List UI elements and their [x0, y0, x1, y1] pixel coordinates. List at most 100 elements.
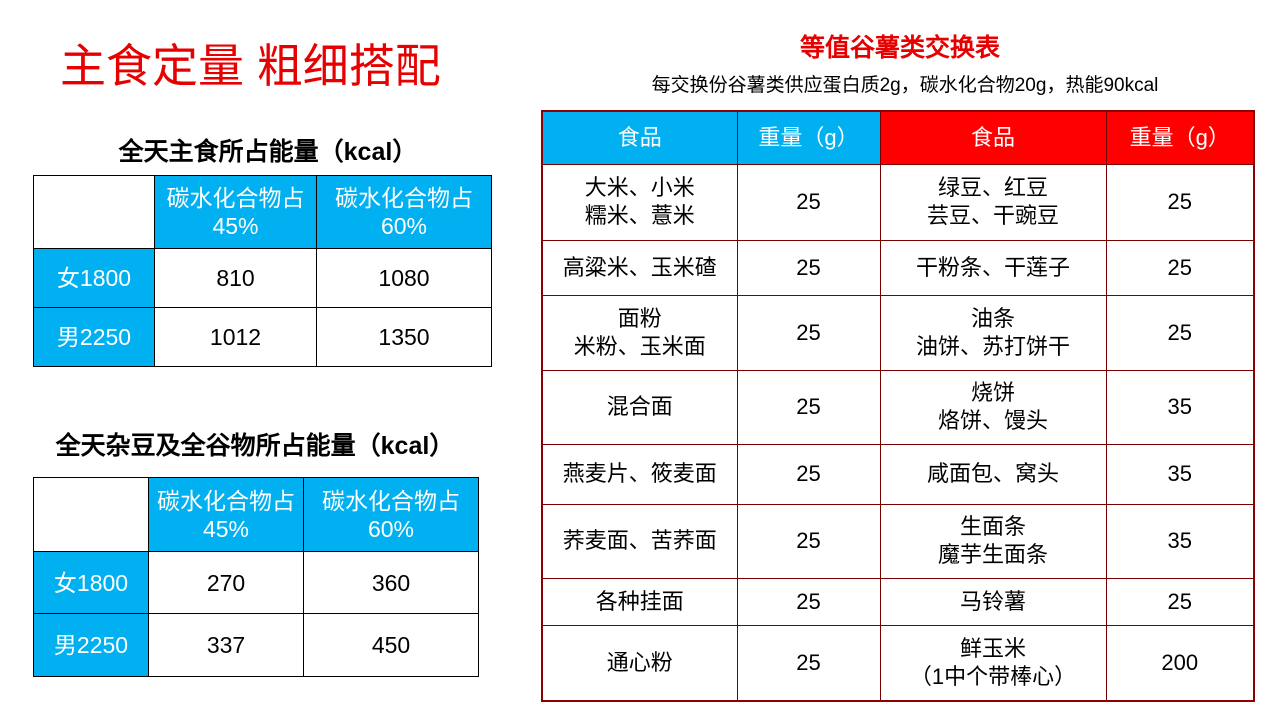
table-cell: 大米、小米糯米、薏米	[541, 163, 738, 241]
cell-line: 大米、小米	[584, 175, 695, 200]
cell-line: 面粉	[617, 305, 662, 331]
table-row: 通心粉 25 鲜玉米 （1中个带棒心） 200	[541, 624, 1255, 702]
slide-title: 主食定量 粗细搭配	[60, 40, 441, 92]
table-cell: 200	[1105, 624, 1255, 702]
header-cell: 碳水化合物占 60%	[316, 175, 492, 249]
table-caption: 全天主食所占能量（kcal）	[118, 138, 418, 166]
table-cell: 高粱米、玉米碴	[541, 239, 738, 296]
table-row: 高粱米、玉米碴 25 干粉条、干莲子 25	[541, 239, 1255, 296]
table-cell: 35	[1105, 369, 1255, 445]
cell-line: 碳水化合物占	[322, 487, 460, 514]
cell-line: （1中个带棒心）	[909, 663, 1077, 689]
cell-line: 干粉条、干莲子	[915, 254, 1070, 280]
table-cell: 绿豆、红豆芸豆、干豌豆	[879, 163, 1107, 241]
table-cell: 鲜玉米 （1中个带棒心）	[879, 624, 1107, 702]
corner-cell	[33, 175, 155, 249]
table-row: 大米、小米 糯米、薏米 25 绿豆、红豆 芸豆、干豌豆 25	[541, 163, 1255, 241]
cell-line: 糯米、薏米	[584, 203, 695, 228]
header-cell: 食品	[879, 110, 1107, 165]
table-row: 混合面 25 烧饼 烙饼、馒头 35	[541, 369, 1255, 445]
table-cell: 油条 油饼、苏打饼干	[879, 294, 1107, 371]
cell-line: 绿豆、红豆	[937, 175, 1048, 200]
cell-line: 芸豆、干豌豆	[926, 203, 1059, 228]
cell-line: 45%	[202, 515, 250, 542]
table-row: 男2250 1012 1350	[33, 307, 492, 367]
header-cell: 碳水化合物占 45%	[154, 175, 317, 249]
cell-line: 魔芋生面条	[937, 542, 1048, 567]
table-cell: 干粉条、干莲子	[879, 239, 1107, 296]
cell-line: 鲜玉米	[959, 635, 1026, 661]
table-cell: 1012	[154, 307, 317, 367]
row-header: 男2250	[33, 613, 149, 677]
table-row: 荞麦面、苦荞面 25 生面条 魔芋生面条 35	[541, 503, 1255, 579]
table-caption: 全天杂豆及全谷物所占能量（kcal）	[55, 432, 455, 460]
table-cell: 25	[736, 443, 881, 505]
table-cell: 35	[1105, 503, 1255, 579]
cell-line: 燕麦片、筱麦面	[562, 461, 717, 486]
table-cell: 25	[736, 624, 881, 702]
cell-line: 油饼、苏打饼干	[915, 333, 1070, 359]
cell-line: 45%	[212, 213, 259, 239]
table-cell: 马铃薯	[879, 577, 1107, 626]
row-header: 女1800	[33, 551, 149, 614]
cell-line: 高粱米、玉米碴	[562, 254, 717, 280]
table-cell: 810	[154, 248, 317, 308]
header-cell: 碳水化合物占 45%	[148, 477, 304, 552]
cell-line: 油条	[970, 305, 1015, 331]
cell-line: 碳水化合物占	[157, 487, 295, 514]
table-cell: 1080	[316, 248, 492, 308]
table-row: 男2250 337 450	[33, 613, 479, 677]
exchange-title: 等值谷薯类交换表	[799, 34, 1000, 62]
table-row: 燕麦片、筱麦面 25 咸面包、窝头 35	[541, 443, 1255, 505]
cell-line: 混合面	[606, 394, 673, 419]
table-cell: 25	[736, 294, 881, 371]
cell-line: 咸面包、窝头	[926, 461, 1059, 486]
table-cell: 25	[736, 577, 881, 626]
header-cell: 食品	[541, 110, 738, 165]
header-cell: 碳水化合物占 60%	[303, 477, 479, 552]
table-cell: 生面条 魔芋生面条	[879, 503, 1107, 579]
table-cell: 混合面	[541, 369, 738, 445]
header-row: 碳水化合物占 45% 碳水化合物占 60%	[33, 175, 492, 249]
table-cell: 25	[736, 369, 881, 445]
data-table: 碳水化合物占 45% 碳水化合物占 60% 女1800 810 1080 男2250 1012 1…	[33, 175, 492, 367]
table-row: 面粉 米粉、玉米面 25 油条 油饼、苏打饼干 25	[541, 294, 1255, 371]
header-cell: 重量（g）	[736, 110, 881, 165]
cell-line: 各种挂面	[595, 588, 684, 614]
cell-line: 60%	[380, 213, 428, 239]
table-cell: 25	[736, 163, 881, 241]
row-header: 女1800	[33, 248, 155, 308]
cell-line: 烧饼	[970, 380, 1015, 405]
table-row: 女1800 810 1080	[33, 248, 492, 308]
table-row: 各种挂面 25 马铃薯 25	[541, 577, 1255, 626]
table-row: 女1800 270 360	[33, 551, 479, 614]
table-cell: 25	[736, 239, 881, 296]
cell-line: 碳水化合物占	[335, 185, 473, 211]
header-cell: 重量（g）	[1105, 110, 1255, 165]
cell-line: 生面条	[959, 514, 1026, 539]
cell-line: 通心粉	[606, 649, 673, 675]
table-cell: 燕麦片、筱麦面	[541, 443, 738, 505]
table-cell: 面粉 米粉、玉米面	[541, 294, 738, 371]
cell-line: 烙饼、馒头	[937, 408, 1048, 433]
table-cell: 1350	[316, 307, 492, 367]
table-cell: 25	[1105, 163, 1255, 241]
table-cell: 荞麦面、苦荞面	[541, 503, 738, 579]
table-cell: 25	[1105, 239, 1255, 296]
table-cell: 各种挂面	[541, 577, 738, 626]
cell-line: 马铃薯	[959, 588, 1026, 614]
table-cell: 通心粉	[541, 624, 738, 702]
table-cell: 35	[1105, 443, 1255, 505]
header-row: 食品 重量（g） 食品 重量（g）	[541, 110, 1255, 165]
table-cell: 烧饼 烙饼、馒头	[879, 369, 1107, 445]
table-cell: 270	[148, 551, 304, 614]
header-row: 碳水化合物占 45% 碳水化合物占 60%	[33, 477, 479, 552]
cell-line: 米粉、玉米面	[573, 333, 706, 359]
table-cell: 450	[303, 613, 479, 677]
cell-line: 60%	[367, 515, 415, 542]
cell-line: 荞麦面、苦荞面	[562, 528, 717, 553]
row-header: 男2250	[33, 307, 155, 367]
corner-cell	[33, 477, 149, 552]
table-cell: 25	[736, 503, 881, 579]
